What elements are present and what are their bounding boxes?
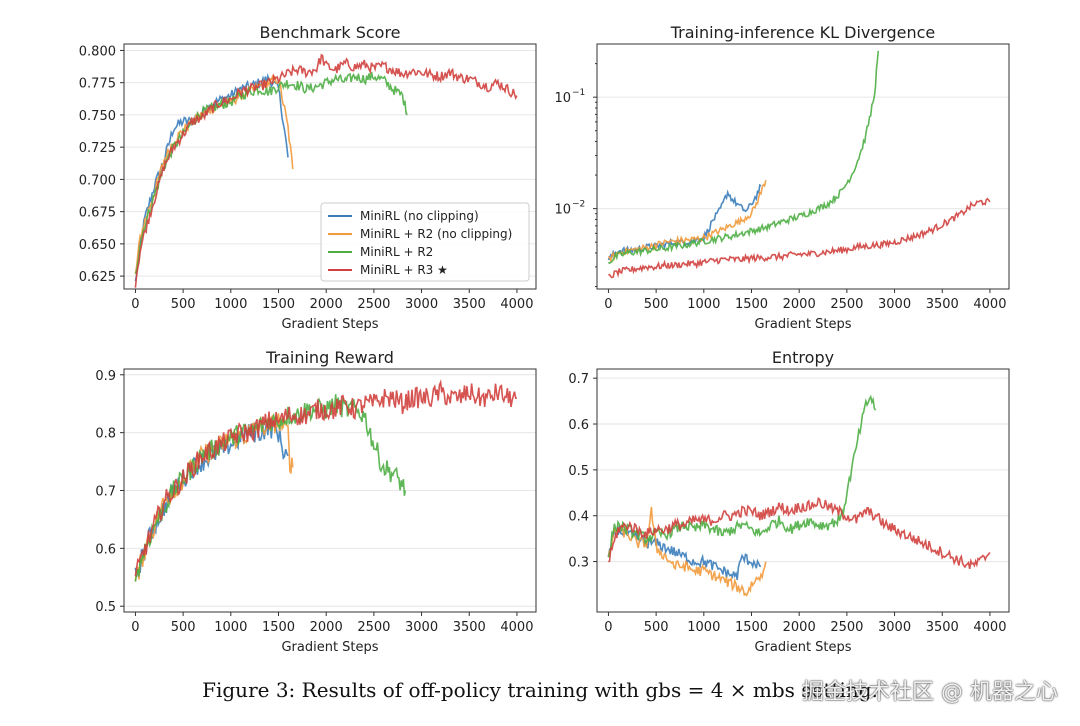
x-tick-label: 3000 bbox=[878, 620, 911, 635]
x-tick-label: 3500 bbox=[453, 297, 486, 312]
x-tick-label: 500 bbox=[171, 620, 196, 635]
chart-title: Training Reward bbox=[265, 348, 394, 367]
y-tick-label: 0.625 bbox=[79, 270, 116, 285]
series-line bbox=[134, 53, 518, 288]
x-axis-label: Gradient Steps bbox=[281, 640, 378, 655]
y-tick-label: 0.5 bbox=[568, 464, 589, 479]
y-tick-label: 0.650 bbox=[79, 238, 116, 253]
series-line bbox=[607, 50, 880, 265]
y-tick-label: 0.7 bbox=[95, 485, 116, 500]
y-tick-label: 0.6 bbox=[95, 542, 116, 557]
x-tick-label: 1500 bbox=[262, 297, 295, 312]
x-tick-label: 2000 bbox=[310, 620, 343, 635]
series-line bbox=[134, 379, 518, 577]
chart-title: Training-inference KL Divergence bbox=[670, 23, 936, 42]
y-tick-label: 0.8 bbox=[95, 427, 116, 442]
x-tick-label: 0 bbox=[131, 297, 139, 312]
x-tick-label: 1500 bbox=[735, 620, 768, 635]
x-tick-label: 2500 bbox=[830, 297, 863, 312]
y-tick-label: 0.700 bbox=[79, 173, 116, 188]
chart-title: Entropy bbox=[772, 348, 834, 367]
series-line bbox=[134, 413, 294, 582]
axes-frame bbox=[123, 43, 537, 290]
legend-box bbox=[320, 202, 530, 282]
axes-frame bbox=[596, 368, 1010, 613]
y-tick-label: 0.775 bbox=[79, 77, 116, 92]
watermark: 掘金技术社区 @ 机器之心 bbox=[802, 680, 1058, 705]
y-tick-label: 0.6 bbox=[568, 418, 589, 433]
legend-label: MiniRL + R2 (no clipping) bbox=[360, 227, 512, 241]
x-tick-label: 3000 bbox=[405, 620, 438, 635]
chart-title: Benchmark Score bbox=[259, 23, 400, 42]
y-tick-label: 0.725 bbox=[79, 141, 116, 156]
x-tick-label: 1000 bbox=[214, 620, 247, 635]
y-tick-label: 0.750 bbox=[79, 109, 116, 124]
x-tick-label: 3500 bbox=[926, 620, 959, 635]
y-tick-label: 10 bbox=[554, 203, 571, 218]
x-tick-label: 2500 bbox=[357, 297, 390, 312]
x-tick-label: 3000 bbox=[405, 297, 438, 312]
x-tick-label: 1000 bbox=[214, 297, 247, 312]
x-tick-label: 2000 bbox=[310, 297, 343, 312]
x-tick-label: 1500 bbox=[262, 620, 295, 635]
x-tick-label: 2000 bbox=[783, 620, 816, 635]
x-tick-label: 2500 bbox=[830, 620, 863, 635]
figure-caption: Figure 3: Results of off-policy training… bbox=[202, 678, 878, 702]
x-tick-label: 0 bbox=[604, 297, 612, 312]
x-tick-label: 500 bbox=[644, 297, 669, 312]
y-tick-label: 0.3 bbox=[568, 556, 589, 571]
legend-label: MiniRL (no clipping) bbox=[360, 209, 479, 223]
x-axis-label: Gradient Steps bbox=[754, 317, 851, 332]
series-line bbox=[607, 497, 991, 570]
y-tick-label: 0.800 bbox=[79, 44, 116, 59]
x-tick-label: 0 bbox=[604, 620, 612, 635]
series-line bbox=[608, 197, 991, 279]
x-axis-label: Gradient Steps bbox=[754, 640, 851, 655]
y-tick-label: 0.7 bbox=[568, 372, 589, 387]
series-line bbox=[607, 506, 767, 597]
y-tick-exponent: −2 bbox=[572, 200, 585, 210]
x-tick-label: 3500 bbox=[926, 297, 959, 312]
x-tick-label: 1000 bbox=[687, 620, 720, 635]
x-tick-label: 2500 bbox=[357, 620, 390, 635]
y-tick-label: 0.4 bbox=[568, 510, 589, 525]
x-tick-label: 3000 bbox=[878, 297, 911, 312]
panel-2: 0 500 1000 1500 2000 2500 3000 3500 400010−210−1… bbox=[554, 23, 1010, 332]
x-tick-label: 500 bbox=[171, 297, 196, 312]
x-tick-label: 1000 bbox=[687, 297, 720, 312]
x-tick-label: 2000 bbox=[783, 297, 816, 312]
x-tick-label: 1500 bbox=[735, 297, 768, 312]
x-tick-label: 4000 bbox=[500, 620, 533, 635]
x-tick-label: 4000 bbox=[973, 620, 1006, 635]
panel-1: 0 500 1000 1500 2000 2500 3000 3500 4000 0.625 0.6… bbox=[79, 23, 537, 332]
panel-4: 0 500 1000 1500 2000 2500 3000 3500 4000 0.3 0.4 0.… bbox=[568, 348, 1010, 655]
figure-canvas: 0 500 1000 1500 2000 2500 3000 3500 40000.6250.6… bbox=[79, 23, 1010, 655]
legend-label: MiniRL + R3 ★ bbox=[360, 263, 448, 277]
series-line bbox=[607, 180, 767, 264]
y-tick-label: 0.675 bbox=[79, 206, 116, 221]
x-tick-label: 0 bbox=[131, 620, 139, 635]
x-axis-label: Gradient Steps bbox=[281, 317, 378, 332]
y-tick-label: 0.9 bbox=[95, 369, 116, 384]
legend-label: MiniRL + R2 bbox=[360, 245, 433, 259]
x-tick-label: 4000 bbox=[500, 297, 533, 312]
x-tick-label: 500 bbox=[644, 620, 669, 635]
x-tick-label: 3500 bbox=[453, 620, 486, 635]
x-tick-label: 4000 bbox=[973, 297, 1006, 312]
y-tick-label: 10 bbox=[554, 91, 571, 106]
y-tick-label: 0.5 bbox=[95, 600, 116, 615]
y-tick-exponent: −1 bbox=[572, 88, 585, 98]
panel-3: 0 500 1000 1500 2000 2500 3000 3500 4000 0.5 0.6 0.… bbox=[95, 348, 537, 655]
axes-frame bbox=[596, 43, 1010, 290]
